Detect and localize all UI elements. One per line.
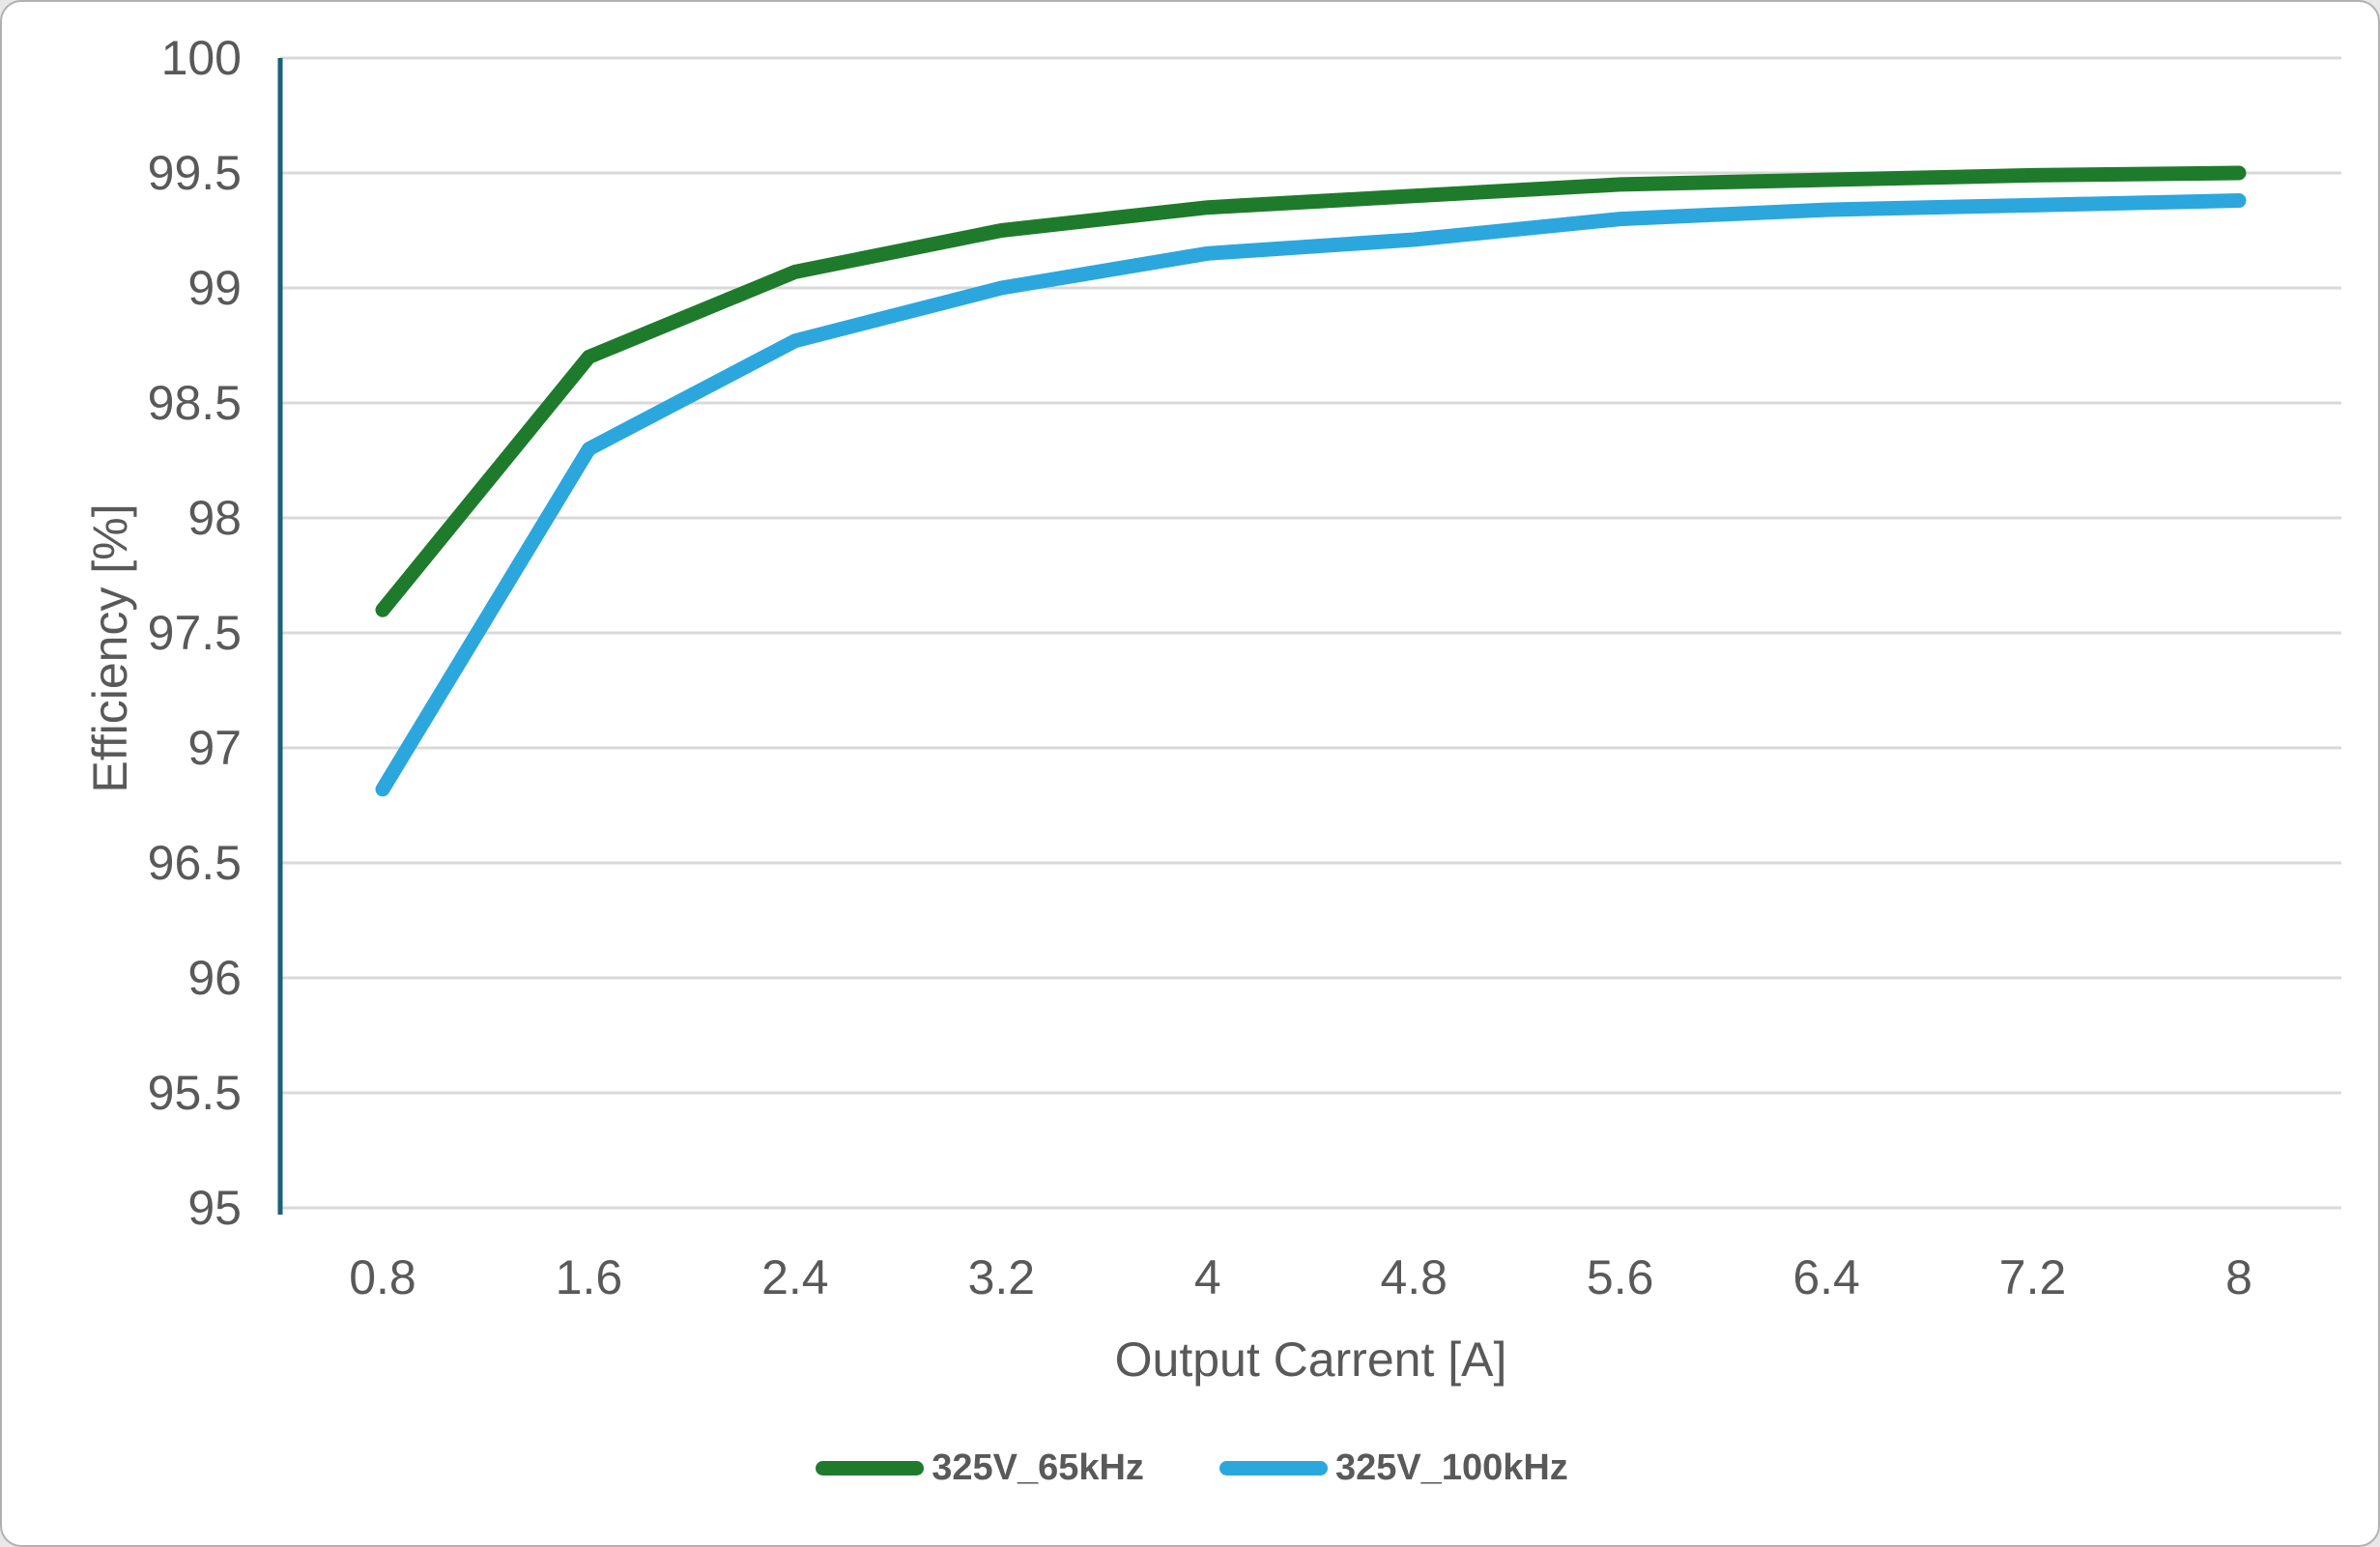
y-tick-label: 95 — [187, 1181, 242, 1235]
legend-label: 325V_65kHz — [932, 1447, 1144, 1488]
y-tick-label: 100 — [160, 31, 242, 85]
legend-item-325V_100kHz: 325V_100kHz — [1219, 1447, 1568, 1489]
x-tick-label: 2.4 — [761, 1250, 829, 1304]
y-tick-label: 96.5 — [147, 836, 242, 890]
x-tick-label: 4.8 — [1380, 1250, 1448, 1304]
x-tick-label: 5.6 — [1586, 1250, 1654, 1304]
y-tick-label: 96 — [187, 951, 242, 1005]
legend-item-325V_65kHz: 325V_65kHz — [816, 1447, 1144, 1489]
legend: 325V_65kHz 325V_100kHz — [2, 1447, 2378, 1489]
y-tick-label: 97.5 — [147, 606, 242, 660]
y-tick-label: 99 — [187, 261, 242, 315]
x-tick-label: 4 — [1193, 1250, 1221, 1304]
legend-label: 325V_100kHz — [1334, 1447, 1568, 1488]
x-tick-label: 8 — [2225, 1250, 2252, 1304]
series-line-325V_65kHz — [375, 165, 2247, 617]
x-tick-label: 1.6 — [555, 1250, 623, 1304]
y-tick-label: 98 — [187, 491, 242, 545]
x-axis-title: Output Carrent [A] — [1114, 1332, 1507, 1387]
legend-swatch-icon — [816, 1461, 925, 1475]
legend-swatch-icon — [1219, 1461, 1328, 1475]
y-tick-label: 98.5 — [147, 376, 242, 430]
series-line-325V_100kHz — [375, 193, 2247, 797]
x-tick-label: 0.8 — [349, 1250, 416, 1304]
y-tick-label: 97 — [187, 721, 242, 775]
x-tick-label: 6.4 — [1792, 1250, 1860, 1304]
y-tick-label: 95.5 — [147, 1066, 242, 1120]
x-tick-label: 3.2 — [967, 1250, 1036, 1304]
x-tick-label: 7.2 — [1998, 1250, 2067, 1304]
y-tick-label: 99.5 — [147, 146, 242, 200]
